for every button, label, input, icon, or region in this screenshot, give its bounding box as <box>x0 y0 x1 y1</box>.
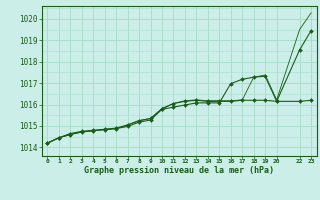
X-axis label: Graphe pression niveau de la mer (hPa): Graphe pression niveau de la mer (hPa) <box>84 166 274 175</box>
